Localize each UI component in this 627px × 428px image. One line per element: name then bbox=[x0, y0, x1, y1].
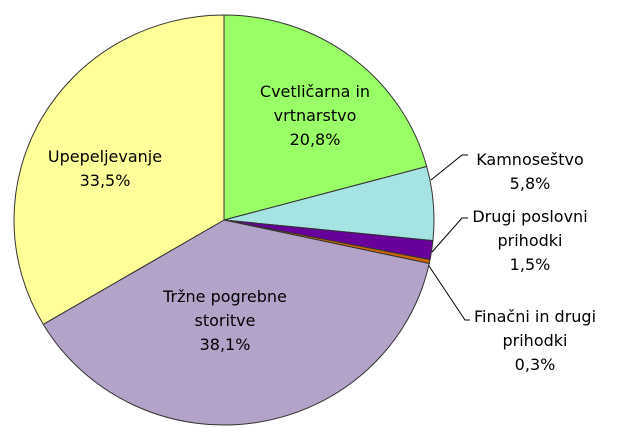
slice-value: 5,8% bbox=[509, 174, 551, 193]
slice-value: 38,1% bbox=[199, 335, 251, 354]
leader-line bbox=[431, 217, 468, 253]
pie-slice bbox=[13, 14, 225, 326]
slice-label: Cvetličarna in vrtnarstvo 20,8% bbox=[240, 80, 390, 152]
slice-value: 33,5% bbox=[79, 171, 131, 190]
slice-label: Kamnoseštvo 5,8% bbox=[450, 148, 610, 196]
slice-value: 20,8% bbox=[289, 130, 341, 149]
slice-value: 1,5% bbox=[509, 255, 551, 274]
slice-label: Drugi poslovni prihodki 1,5% bbox=[450, 205, 610, 277]
pie-slice bbox=[223, 14, 428, 221]
slice-name: Drugi poslovni prihodki bbox=[472, 207, 588, 250]
slice-name: Finačni in drugi prihodki bbox=[473, 307, 597, 350]
slice-label: Finačni in drugi prihodki 0,3% bbox=[450, 305, 620, 377]
leader-line bbox=[428, 265, 470, 321]
slice-value: 0,3% bbox=[514, 355, 556, 374]
slice-name: Cvetličarna in vrtnarstvo bbox=[259, 82, 371, 125]
slice-label: Upepeljevanje 33,5% bbox=[20, 145, 190, 193]
pie-slice bbox=[42, 219, 430, 426]
slice-label: Tržne pogrebne storitve 38,1% bbox=[145, 285, 305, 357]
slice-name: Tržne pogrebne storitve bbox=[163, 287, 287, 330]
slice-name: Kamnoseštvo bbox=[476, 150, 584, 169]
leader-line bbox=[430, 154, 468, 181]
slice-name: Upepeljevanje bbox=[47, 147, 163, 166]
